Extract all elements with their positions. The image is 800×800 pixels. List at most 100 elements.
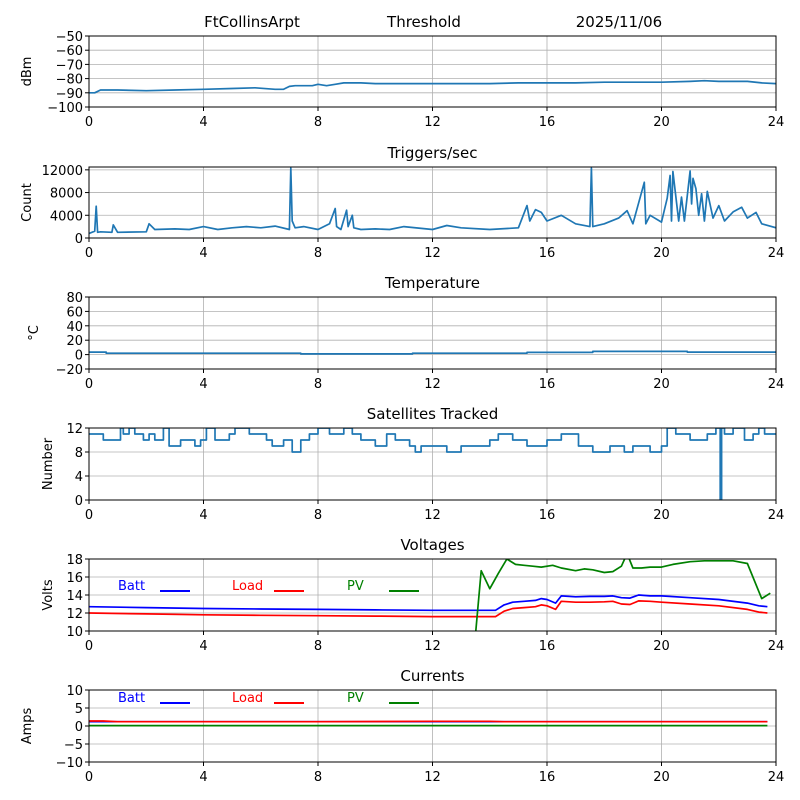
x-tick-label: 12 (424, 377, 441, 392)
x-tick-label: 20 (653, 115, 670, 130)
legend-item-pv: PV (347, 691, 419, 706)
y-tick-label: −80 (56, 73, 83, 88)
y-tick-label: 14 (66, 589, 83, 604)
series-line-satellites (89, 428, 776, 500)
x-tick-label: 0 (85, 246, 93, 261)
legend-label: PV (347, 579, 364, 594)
series-line-pv (474, 559, 771, 631)
y-tick-label: 5 (75, 702, 83, 717)
y-tick-label: −90 (56, 87, 83, 102)
grid-lines (88, 35, 777, 108)
x-tick-label: 8 (314, 115, 322, 130)
y-tick-label: 10 (66, 625, 83, 640)
x-tick-label: 0 (85, 770, 93, 785)
y-tick-label: −10 (56, 756, 83, 771)
y-axis-label: °C (27, 325, 42, 341)
y-tick-label: 16 (66, 571, 83, 586)
x-tick-label: 16 (539, 770, 556, 785)
series-group (89, 428, 776, 500)
chart-title: Temperature (384, 274, 480, 292)
chart-panel-voltages: 0 4 8 12 16 20 24 10 12 14 16 18 Voltages Volts Batt Lo… (41, 536, 784, 654)
series-group (89, 559, 771, 631)
y-tick-label: −70 (56, 58, 83, 73)
y-tick-label: 8000 (50, 187, 83, 202)
x-tick-label: 8 (314, 639, 322, 654)
x-tick-label: 0 (85, 639, 93, 654)
x-tick-label: 4 (199, 246, 207, 261)
y-axis-label: Count (20, 183, 35, 222)
x-tick-label: 0 (85, 377, 93, 392)
x-tick-label: 12 (424, 639, 441, 654)
series-group (89, 350, 776, 355)
y-tick-label: 20 (66, 334, 83, 349)
y-axis-label: Number (41, 437, 56, 490)
legend-item-batt: Batt (118, 579, 190, 594)
legend-item-batt: Batt (118, 691, 190, 706)
legend-label: Load (232, 691, 263, 706)
y-tick-label: −50 (56, 30, 83, 45)
chart-title: Triggers/sec (387, 144, 478, 162)
x-tick-label: 8 (314, 377, 322, 392)
y-axis-label: dBm (20, 57, 35, 87)
x-tick-label: 16 (539, 377, 556, 392)
chart-panel-triggers: 0 4 8 12 16 20 24 0 4000 8000 12000 Triggers/sec Cou… (20, 144, 784, 261)
legend-label: PV (347, 691, 364, 706)
legend-item-load: Load (232, 579, 304, 594)
grid-lines (88, 427, 777, 501)
legend-label: Batt (118, 691, 145, 706)
x-tick-label: 24 (768, 246, 785, 261)
y-tick-label: 40 (66, 320, 83, 335)
x-tick-label: 20 (653, 246, 670, 261)
x-tick-label: 4 (199, 377, 207, 392)
header-station: FtCollinsArpt (204, 13, 300, 31)
y-tick-label: −20 (56, 363, 83, 378)
x-tick-label: 4 (199, 639, 207, 654)
y-tick-label: 4 (75, 470, 83, 485)
x-tick-label: 4 (199, 770, 207, 785)
y-tick-label: −60 (56, 44, 83, 59)
x-tick-label: 24 (768, 115, 785, 130)
legend-label: Load (232, 579, 263, 594)
x-tick-label: 24 (768, 639, 785, 654)
x-tick-label: 16 (539, 639, 556, 654)
legend-item-load: Load (232, 691, 304, 706)
x-tick-label: 12 (424, 246, 441, 261)
y-tick-label: −100 (47, 101, 83, 116)
y-tick-label: 12 (66, 607, 83, 622)
y-tick-label: 18 (66, 553, 83, 568)
x-tick-label: 20 (653, 770, 670, 785)
grid-lines (88, 558, 777, 632)
series-line-load (89, 720, 768, 723)
series-group (89, 167, 776, 235)
y-tick-label: 4000 (50, 209, 83, 224)
x-tick-label: 4 (199, 115, 207, 130)
legend-item-pv: PV (347, 579, 419, 594)
x-tick-label: 8 (314, 770, 322, 785)
series-line-temperature (89, 350, 776, 355)
legend: Batt Load PV (118, 579, 419, 594)
series-line-triggers (89, 167, 776, 235)
x-tick-label: 16 (539, 115, 556, 130)
chart-title: Voltages (400, 536, 464, 554)
chart-title: Currents (400, 667, 464, 685)
series-group (89, 79, 776, 94)
grid-lines (88, 296, 777, 370)
chart-panel-satellites: 0 4 8 12 16 20 24 0 4 8 12 Satellites Tracked Number (41, 405, 784, 523)
x-tick-label: 0 (85, 115, 93, 130)
x-tick-label: 8 (314, 508, 322, 523)
legend: Batt Load PV (118, 691, 419, 706)
legend-label: Batt (118, 579, 145, 594)
y-tick-label: 12000 (42, 164, 83, 179)
y-tick-label: 12 (66, 422, 83, 437)
x-tick-label: 8 (314, 246, 322, 261)
x-tick-label: 20 (653, 377, 670, 392)
x-tick-label: 24 (768, 770, 785, 785)
series-group (89, 720, 768, 727)
chart-panel-currents: 0 4 8 12 16 20 24 −10 −5 0 5 10 Currents Amps Batt Load… (20, 667, 784, 785)
x-tick-label: 20 (653, 639, 670, 654)
y-tick-label: 0 (75, 720, 83, 735)
y-axis-label: Amps (20, 707, 35, 744)
x-tick-label: 16 (539, 246, 556, 261)
y-tick-label: 0 (75, 494, 83, 509)
